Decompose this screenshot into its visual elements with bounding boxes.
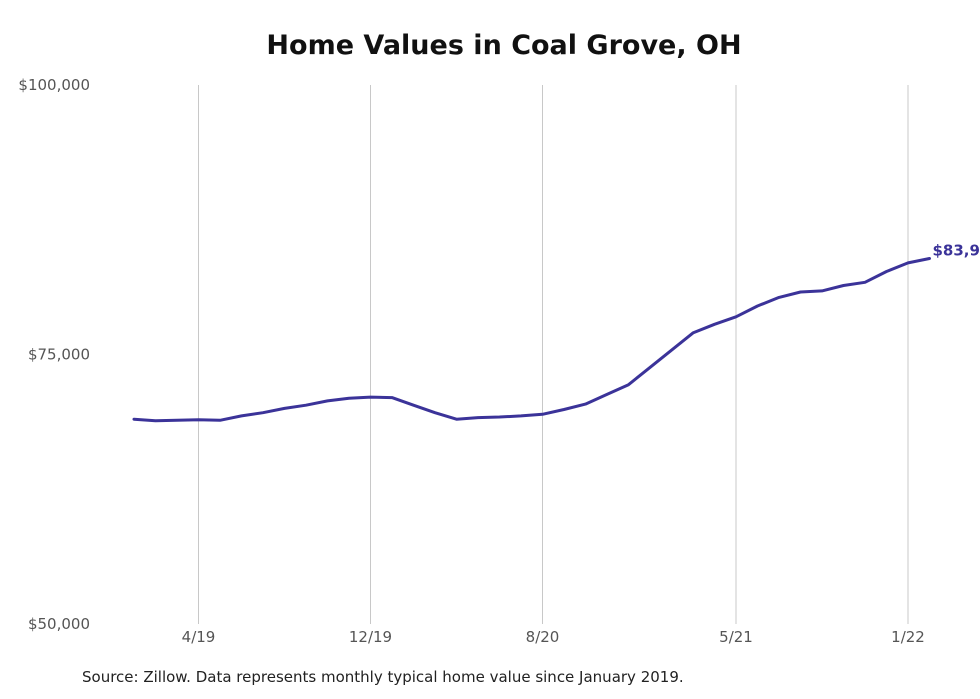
y-tick-label: $100,000 xyxy=(18,76,90,94)
x-tick-label: 12/19 xyxy=(349,628,392,646)
source-footnote: Source: Zillow. Data represents monthly … xyxy=(82,668,684,686)
series-line xyxy=(132,257,931,423)
gridlines xyxy=(198,85,909,624)
x-tick-label: 4/19 xyxy=(182,628,216,646)
x-axis-tick-labels: 4/19 12/19 8/20 5/21 1/22 xyxy=(182,628,925,646)
chart-title: Home Values in Coal Grove, OH xyxy=(266,30,742,61)
x-tick-label: 1/22 xyxy=(891,628,925,646)
x-tick-label: 5/21 xyxy=(719,628,753,646)
y-tick-label: $50,000 xyxy=(28,615,90,633)
x-tick-label: 8/20 xyxy=(526,628,560,646)
y-axis-tick-labels: $100,000 $75,000 $50,000 xyxy=(18,76,90,633)
y-tick-label: $75,000 xyxy=(28,346,90,364)
end-value-label: $83,906 xyxy=(933,241,980,259)
